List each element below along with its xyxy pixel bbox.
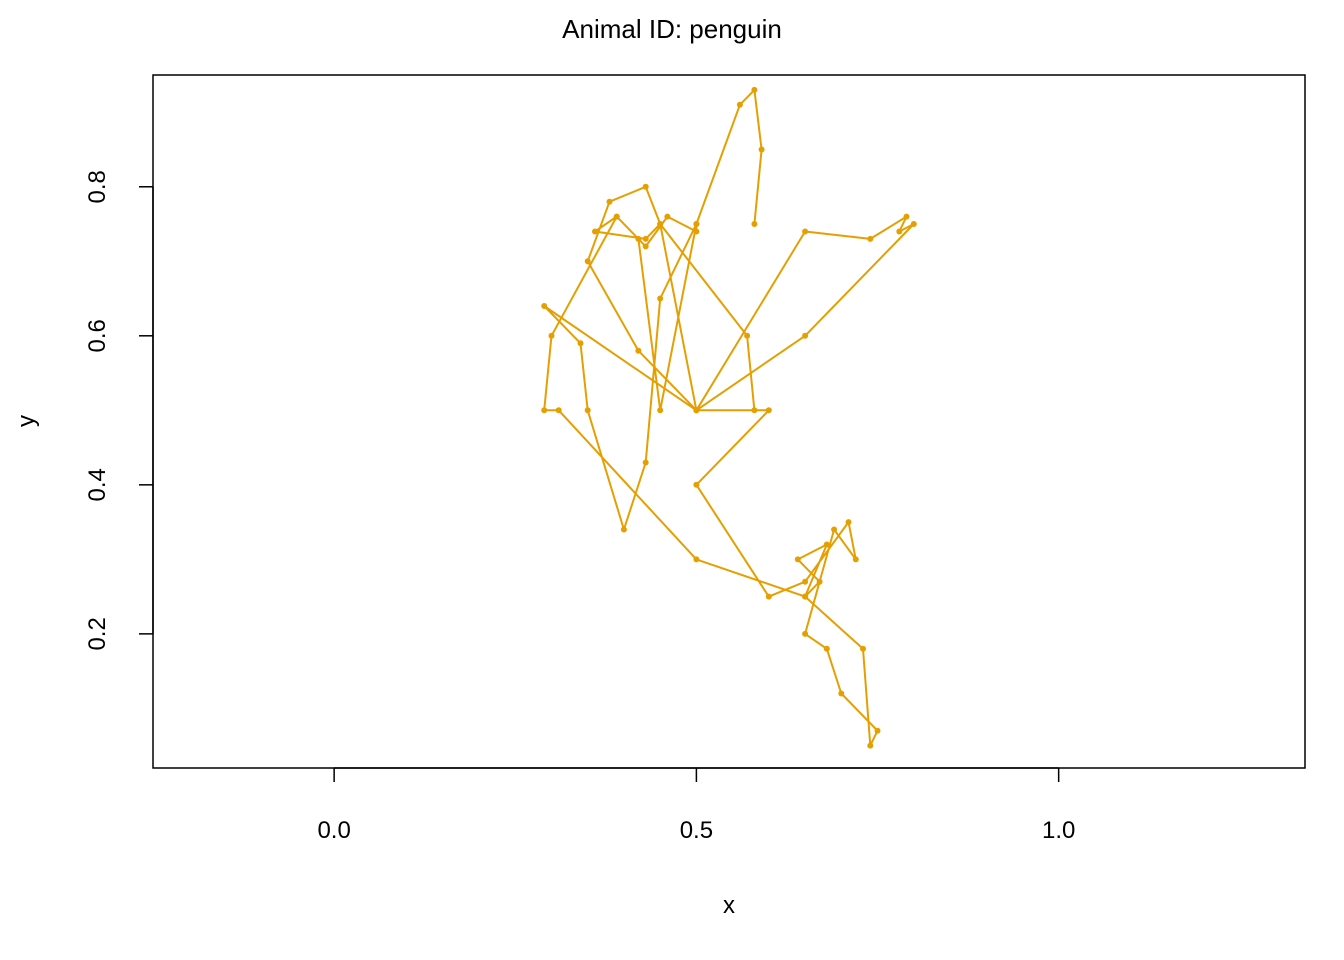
data-point (867, 235, 874, 242)
data-point (744, 332, 751, 339)
data-point (664, 213, 671, 220)
data-point (910, 221, 917, 227)
x-tick-label: 0.0 (317, 817, 350, 844)
data-point (874, 727, 881, 734)
y-tick-label: 0.4 (84, 468, 111, 501)
data-point (693, 407, 700, 414)
data-point (584, 258, 591, 265)
x-tick-label: 0.5 (680, 817, 713, 844)
y-axis: 0.2 0.4 0.6 0.8 (84, 170, 154, 651)
data-point (642, 183, 649, 190)
data-point (823, 645, 830, 652)
data-point (693, 228, 700, 235)
data-point (765, 407, 772, 414)
data-point (802, 332, 809, 339)
series-layer (541, 86, 917, 749)
data-point (765, 593, 772, 600)
data-point (592, 228, 598, 235)
data-point (635, 235, 642, 242)
y-tick-label: 0.2 (84, 617, 111, 650)
series-line (543, 88, 915, 747)
data-point (823, 541, 830, 548)
data-point (802, 630, 809, 637)
data-point (867, 742, 874, 749)
data-point (758, 146, 765, 153)
data-point (548, 332, 555, 339)
data-point (657, 295, 664, 302)
data-point (577, 340, 584, 347)
data-point (802, 228, 809, 235)
data-point (860, 645, 866, 652)
data-point (751, 407, 758, 414)
data-point (555, 407, 562, 414)
data-point (794, 556, 801, 563)
data-point (816, 578, 823, 585)
data-point (736, 101, 743, 108)
chart-title: Animal ID: penguin (562, 14, 782, 44)
y-tick-label: 0.6 (84, 319, 111, 352)
y-tick-label: 0.8 (84, 170, 111, 203)
data-point (693, 556, 700, 563)
data-point (657, 221, 664, 227)
data-point (802, 578, 809, 585)
data-point (635, 347, 642, 354)
x-tick-label: 1.0 (1042, 817, 1075, 844)
data-point (693, 221, 700, 227)
data-point (903, 213, 910, 220)
data-point (657, 407, 664, 414)
data-point (845, 519, 852, 526)
data-point (541, 303, 548, 309)
data-point (751, 221, 758, 227)
x-axis: 0.0 0.5 1.0 (317, 767, 1075, 844)
data-point (693, 481, 700, 488)
data-point (613, 213, 620, 220)
data-point (831, 526, 838, 533)
data-point (541, 407, 548, 414)
data-point (584, 407, 591, 414)
data-point (838, 690, 845, 697)
data-point (751, 86, 758, 93)
data-point (896, 228, 903, 235)
data-point (852, 556, 859, 563)
data-point (620, 526, 627, 533)
data-point (642, 459, 649, 466)
data-point (802, 593, 809, 600)
y-axis-label: y (13, 415, 40, 427)
data-point (606, 198, 613, 205)
x-axis-label: x (723, 892, 735, 919)
data-point (642, 235, 649, 242)
data-point (642, 243, 649, 250)
